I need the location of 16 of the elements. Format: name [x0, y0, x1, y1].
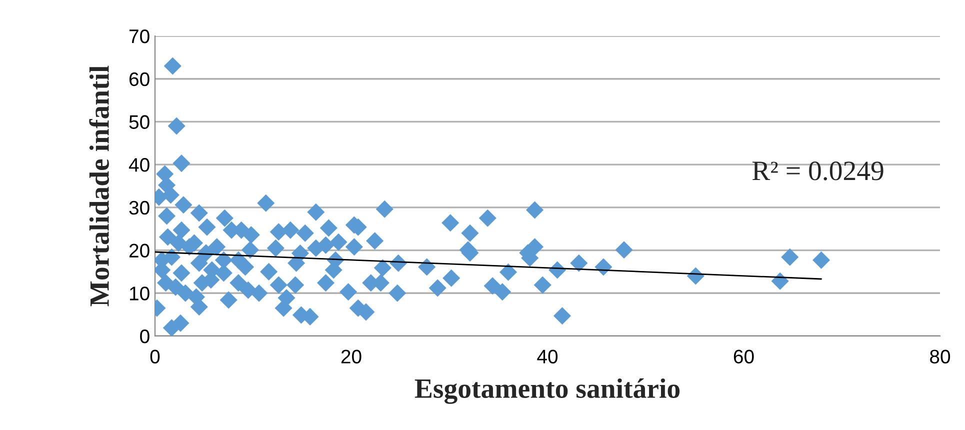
- y-tick-label: 40: [128, 158, 150, 172]
- x-tick-label: 40: [537, 350, 558, 364]
- y-tick-label: 70: [130, 29, 150, 44]
- x-tick-label: 0: [150, 350, 160, 364]
- y-tick-label: 50: [129, 115, 150, 129]
- annotation: R² = 0.0249: [752, 162, 884, 180]
- x-axis-title: Esgotamento sanitário: [414, 378, 680, 404]
- x-tick-label: 60: [734, 350, 754, 364]
- y-tick-label: 60: [130, 72, 150, 86]
- y-axis-title: Mortalidade infantil: [89, 66, 109, 306]
- y-tick-label: 10: [130, 286, 150, 300]
- y-tick-label: 20: [129, 244, 150, 258]
- x-tick-label: 80: [930, 350, 950, 364]
- y-tick-label: 0: [140, 329, 150, 344]
- y-tick-label: 30: [129, 200, 150, 215]
- x-tick-label: 20: [341, 350, 362, 364]
